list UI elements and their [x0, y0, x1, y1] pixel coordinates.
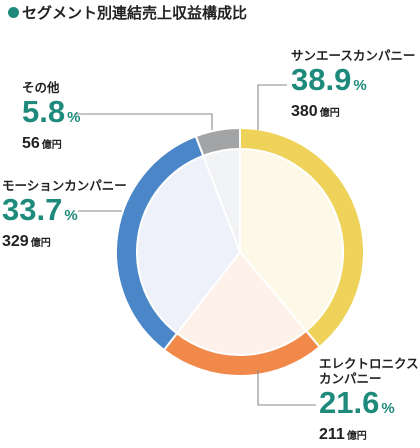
- chart-title-text: セグメント別連結売上収益構成比: [22, 4, 248, 22]
- segment-name-sanace: サンエースカンパニー: [291, 48, 416, 63]
- amount-label-other: 56 億円: [22, 135, 62, 152]
- chart-title: セグメント別連結売上収益構成比: [8, 2, 247, 23]
- label-group-motion: モーションカンパニー 33.7% 329 億円: [2, 178, 127, 253]
- amount-label-motion: 329 億円: [2, 233, 51, 250]
- leader-line-other: [74, 113, 213, 130]
- leader-line-sanace: [257, 84, 287, 130]
- label-group-electronics: エレクトロニクス カンパニー 21.6% 211 億円: [319, 356, 419, 446]
- ring-slice-other: [194, 126, 241, 158]
- leader-lines: [74, 84, 316, 406]
- donut-slices: [115, 126, 365, 377]
- segment-name-other: その他: [22, 80, 60, 95]
- percent-label-sanace: 38.9%: [291, 62, 367, 97]
- label-group-sanace: サンエースカンパニー 38.9% 380 億円: [291, 48, 415, 123]
- percent-label-electronics: 21.6%: [319, 385, 395, 420]
- amount-label-electronics: 211 億円: [319, 426, 367, 443]
- amount-label-sanace: 380 億円: [291, 103, 340, 120]
- label-group-other: その他 5.8% 56 億円: [22, 80, 80, 155]
- percent-label-motion: 33.7%: [2, 192, 78, 227]
- percent-label-other: 5.8%: [22, 94, 81, 129]
- segment-name-motion: モーションカンパニー: [2, 178, 127, 193]
- segment-name-electronics: エレクトロニクス カンパニー: [319, 356, 419, 386]
- title-bullet-icon: [8, 7, 19, 18]
- leader-line-electronics: [257, 370, 316, 406]
